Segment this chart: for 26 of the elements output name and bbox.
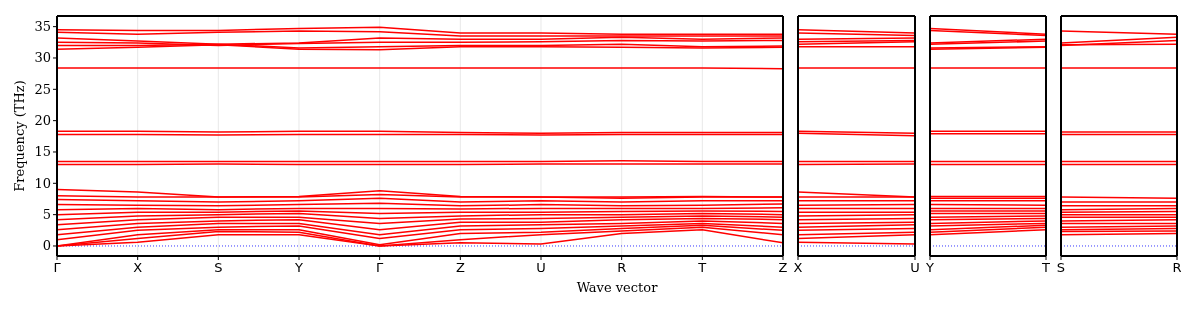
x-tick-label: T bbox=[1041, 260, 1051, 275]
y-tick-label: 0 bbox=[42, 238, 51, 254]
x-tick-label: U bbox=[536, 260, 546, 275]
y-tick-label: 10 bbox=[34, 175, 51, 191]
x-tick-label: U bbox=[910, 260, 920, 275]
y-tick-label: 5 bbox=[42, 207, 51, 223]
y-tick-label: 15 bbox=[34, 144, 51, 160]
x-tick-label: Γ bbox=[53, 260, 62, 275]
x-tick-label: S bbox=[214, 260, 223, 275]
y-tick-label: 30 bbox=[34, 50, 51, 66]
x-tick-label: X bbox=[793, 260, 803, 275]
x-tick-label: X bbox=[133, 260, 143, 275]
x-tick-label: S bbox=[1056, 260, 1066, 275]
y-tick-label: 35 bbox=[34, 19, 51, 35]
y-axis-title: Frequency (THz) bbox=[12, 80, 27, 192]
y-tick-label: 20 bbox=[34, 113, 51, 129]
x-axis-title: Wave vector bbox=[576, 280, 659, 295]
x-tick-label: Y bbox=[925, 260, 935, 275]
x-tick-label: Y bbox=[294, 260, 304, 275]
x-tick-label: R bbox=[1172, 260, 1182, 275]
x-tick-label: T bbox=[697, 260, 707, 275]
x-tick-label: Z bbox=[778, 260, 788, 275]
y-tick-label: 25 bbox=[34, 81, 51, 97]
x-tick-label: R bbox=[617, 260, 627, 275]
x-tick-label: Z bbox=[455, 260, 465, 275]
x-tick-label: Γ bbox=[376, 260, 385, 275]
